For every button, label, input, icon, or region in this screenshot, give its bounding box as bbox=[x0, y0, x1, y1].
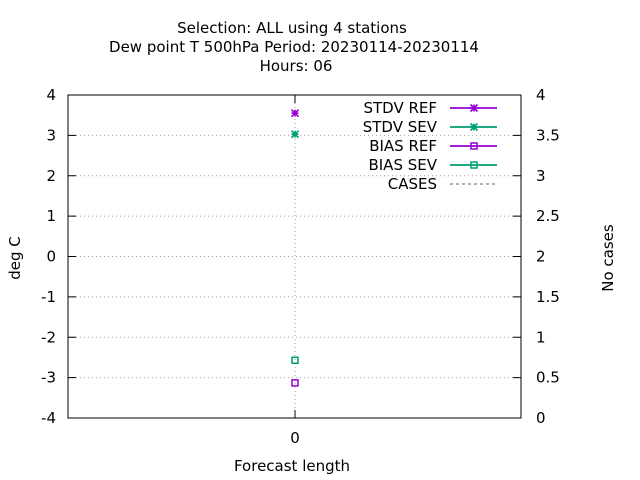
y2-axis: 0 0.5 1 1.5 2 2.5 3 3.5 4 bbox=[536, 86, 560, 427]
y-tick-label: 1 bbox=[46, 207, 56, 225]
legend-entry-bias-sev: BIAS SEV bbox=[368, 156, 497, 174]
title-line-3: Hours: 06 bbox=[260, 57, 333, 75]
x-axis-label: Forecast length bbox=[234, 457, 350, 475]
grid bbox=[68, 95, 521, 418]
y2-tick-label: 2.5 bbox=[536, 207, 560, 225]
legend-marker bbox=[469, 103, 479, 113]
y-tick-label: 4 bbox=[46, 86, 56, 104]
y-tick-label: 2 bbox=[46, 167, 56, 185]
data-points bbox=[290, 109, 300, 387]
legend-marker bbox=[469, 122, 479, 132]
legend-label: BIAS REF bbox=[369, 137, 437, 155]
legend-entry-bias-ref: BIAS REF bbox=[369, 137, 497, 155]
title-line-1: Selection: ALL using 4 stations bbox=[177, 19, 407, 37]
y-axis-label: deg C bbox=[6, 236, 24, 280]
y-axis: -4 -3 -2 -1 0 1 2 3 4 bbox=[41, 86, 521, 427]
y2-tick-label: 3 bbox=[536, 167, 546, 185]
point-bias-sev bbox=[291, 356, 299, 365]
y2-axis-label: No cases bbox=[599, 224, 617, 292]
y2-tick-label: 3.5 bbox=[536, 126, 560, 144]
x-axis: 0 bbox=[290, 95, 300, 447]
point-stdv-ref bbox=[290, 109, 300, 118]
legend-entry-stdv-ref: STDV REF bbox=[363, 99, 497, 117]
y-tick-label: -4 bbox=[41, 409, 56, 427]
x-tick-label: 0 bbox=[290, 429, 300, 447]
legend-label: STDV SEV bbox=[363, 118, 438, 136]
legend-entry-cases: CASES bbox=[388, 175, 497, 193]
legend-label: BIAS SEV bbox=[368, 156, 437, 174]
y2-tick-label: 1.5 bbox=[536, 288, 560, 306]
y2-tick-label: 0 bbox=[536, 409, 546, 427]
legend-entry-stdv-sev: STDV SEV bbox=[363, 118, 497, 136]
y-tick-label: 3 bbox=[46, 126, 56, 144]
y2-tick-label: 2 bbox=[536, 248, 546, 266]
y-tick-label: 0 bbox=[46, 248, 56, 266]
legend-marker bbox=[470, 161, 478, 169]
legend-label: CASES bbox=[388, 175, 437, 193]
y-tick-label: -1 bbox=[41, 288, 56, 306]
legend-marker bbox=[470, 142, 478, 150]
y-tick-label: -2 bbox=[41, 328, 56, 346]
legend-label: STDV REF bbox=[363, 99, 437, 117]
y-tick-label: -3 bbox=[41, 369, 56, 387]
point-stdv-sev bbox=[290, 130, 300, 139]
title-line-2: Dew point T 500hPa Period: 20230114-2023… bbox=[109, 38, 479, 56]
y2-tick-label: 4 bbox=[536, 86, 546, 104]
chart-title: Selection: ALL using 4 stations Dew poin… bbox=[109, 19, 479, 75]
point-bias-ref bbox=[291, 379, 299, 387]
y2-tick-label: 1 bbox=[536, 328, 546, 346]
y2-tick-label: 0.5 bbox=[536, 369, 560, 387]
